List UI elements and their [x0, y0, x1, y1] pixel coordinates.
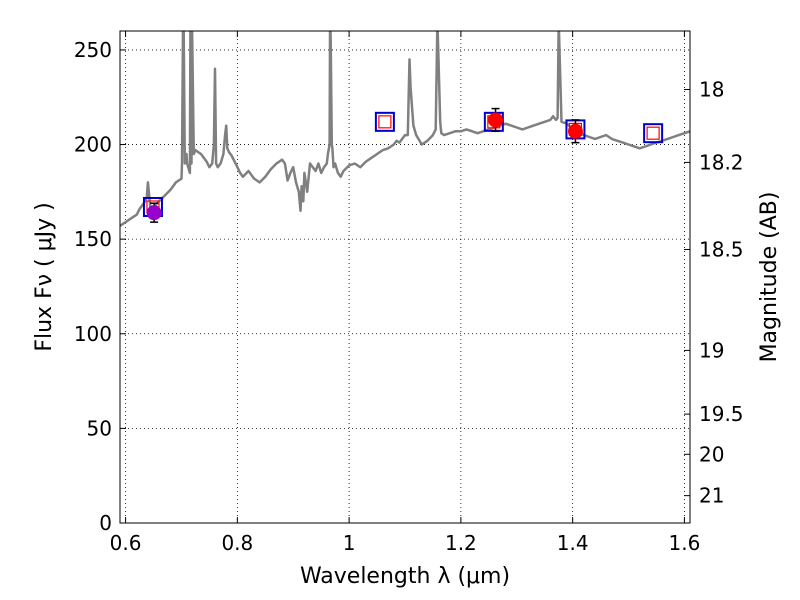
y-axis-right: 18 18.2 18.5 19 19.5 20 21	[684, 77, 744, 508]
model-square-inner	[378, 115, 392, 129]
x-tick-label: 0.6	[110, 531, 142, 555]
x-tick-label: 0.8	[221, 531, 253, 555]
y-tick-label: 100	[74, 322, 112, 346]
y-tick-label: 200	[74, 133, 112, 157]
y-tick-label: 250	[74, 38, 112, 62]
y-axis-left: 0 50 100 150 200 250	[74, 38, 126, 535]
mag-tick-label: 18	[699, 77, 724, 101]
x-axis: 0.6 0.8 1 1.2 1.4 1.6	[110, 31, 701, 555]
y-axis-label-right: Magnitude (AB)	[757, 192, 782, 363]
y-axis-label-left: Flux Fν ( μJy )	[32, 202, 57, 351]
y-tick-label: 50	[87, 416, 112, 440]
x-tick-label: 1.2	[445, 531, 477, 555]
spectrum-path	[120, 31, 690, 227]
y-tick-label: 0	[99, 511, 112, 535]
mag-tick-label: 18.2	[699, 150, 744, 174]
y-tick-label: 150	[74, 227, 112, 251]
mag-tick-label: 19	[699, 338, 724, 362]
observed-point	[567, 123, 583, 139]
x-tick-label: 1	[343, 531, 356, 555]
mag-tick-label: 21	[699, 484, 724, 508]
grid	[120, 31, 690, 524]
model-square-outer	[374, 111, 395, 132]
mag-tick-label: 20	[699, 442, 724, 466]
model-square-inner	[646, 126, 660, 140]
observed-point	[146, 205, 162, 221]
spectrum-line	[120, 31, 690, 227]
plot-frame	[119, 30, 691, 524]
model-square-outer	[643, 123, 664, 144]
x-tick-label: 1.4	[557, 531, 589, 555]
model-markers	[142, 111, 664, 217]
x-axis-label: Wavelength λ (μm)	[300, 564, 510, 589]
mag-tick-label: 19.5	[699, 402, 744, 426]
mag-tick-label: 18.5	[699, 237, 744, 261]
observed-point	[488, 112, 504, 128]
observed-markers	[146, 107, 583, 223]
x-tick-label: 1.6	[669, 531, 701, 555]
